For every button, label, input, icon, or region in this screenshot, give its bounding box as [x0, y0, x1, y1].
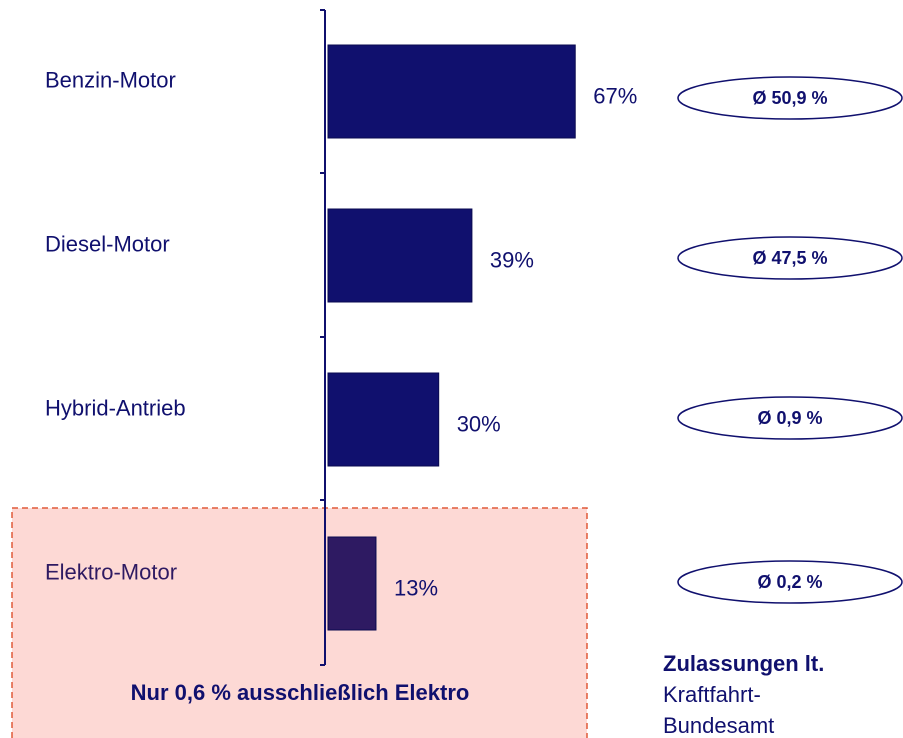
bar — [327, 536, 377, 631]
source-line: Kraftfahrt- — [663, 682, 761, 707]
average-oval — [677, 76, 903, 120]
bar — [327, 372, 440, 467]
category-label: Diesel-Motor — [45, 231, 170, 256]
average-oval — [677, 560, 903, 604]
bar — [327, 44, 576, 139]
value-label: 30% — [457, 411, 501, 436]
category-label: Elektro-Motor — [45, 559, 177, 584]
highlight-box — [11, 507, 588, 738]
highlight-text: Nur 0,6 % ausschließlich Elektro — [131, 680, 470, 705]
category-label: Hybrid-Antrieb — [45, 395, 186, 420]
value-label: 39% — [490, 247, 534, 272]
source-line: Bundesamt — [663, 713, 774, 738]
axis-separators — [320, 9, 325, 666]
average-label: Ø 0,9 % — [757, 408, 822, 428]
bar — [327, 208, 473, 303]
average-label: Ø 0,2 % — [757, 572, 822, 592]
average-label: Ø 47,5 % — [752, 248, 827, 268]
average-oval — [677, 236, 903, 280]
category-label: Benzin-Motor — [45, 67, 176, 92]
average-oval — [677, 396, 903, 440]
value-label: 67% — [593, 83, 637, 108]
value-label: 13% — [394, 575, 438, 600]
average-label: Ø 50,9 % — [752, 88, 827, 108]
source-title: Zulassungen lt. — [663, 651, 824, 676]
